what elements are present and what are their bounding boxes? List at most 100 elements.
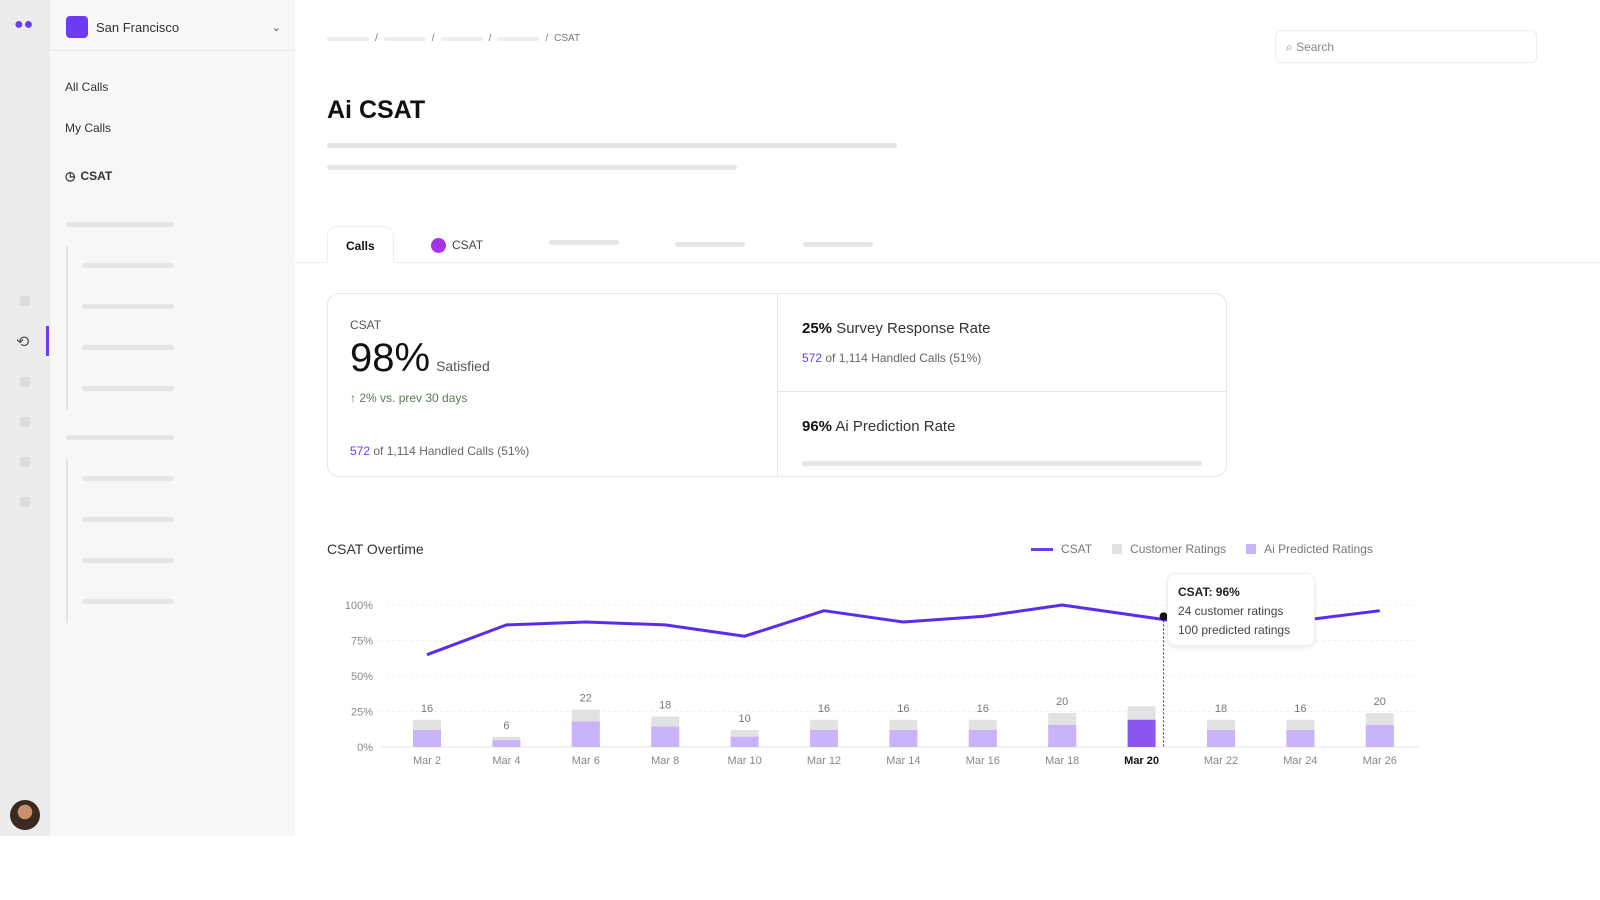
y-tick-label: 75% — [351, 636, 373, 648]
active-indicator — [46, 326, 49, 356]
breadcrumb-current[interactable]: CSAT — [554, 33, 581, 44]
x-tick-label: Mar 4 — [492, 755, 520, 767]
survey-pct: 25% — [802, 320, 833, 337]
placeholder — [82, 345, 174, 350]
tab-placeholder[interactable] — [549, 240, 619, 245]
placeholder — [66, 222, 174, 227]
placeholder — [82, 263, 174, 268]
placeholder — [82, 517, 174, 522]
app-rail: ●● ⟲ — [0, 0, 50, 836]
tooltip-title: CSAT: 96% — [1178, 585, 1240, 599]
placeholder — [327, 143, 897, 148]
chart-tooltip: CSAT: 96% 24 customer ratings 100 predic… — [1167, 573, 1315, 646]
tab-csat[interactable]: CSAT — [413, 226, 501, 263]
handled-count[interactable]: 572 — [350, 444, 371, 458]
legend-predicted[interactable]: Ai Predicted Ratings — [1246, 542, 1373, 556]
placeholder — [66, 435, 174, 440]
bar-label: 16 — [1294, 703, 1306, 715]
nav-icon[interactable] — [20, 497, 30, 507]
search-input[interactable]: ⌕ Search — [1275, 30, 1537, 63]
sidebar-item-label: CSAT — [80, 169, 113, 183]
x-tick-label: Mar 18 — [1045, 755, 1079, 767]
bar-predicted — [1048, 724, 1077, 747]
nav-icon[interactable] — [20, 457, 30, 467]
x-tick-label: Mar 16 — [966, 755, 1000, 767]
chart-title: CSAT Overtime — [327, 541, 424, 557]
legend-customer[interactable]: Customer Ratings — [1112, 542, 1226, 556]
page-title: Ai CSAT — [327, 96, 426, 124]
org-name: San Francisco — [96, 19, 180, 35]
bar-label: 16 — [818, 703, 830, 715]
placeholder — [327, 165, 737, 170]
clock-icon: ◷ — [65, 169, 76, 183]
tab-label: CSAT — [452, 238, 484, 252]
bar-label: 16 — [897, 703, 909, 715]
sidebar-item-csat[interactable]: ◷ CSAT — [65, 169, 112, 183]
y-tick-label: 25% — [351, 707, 373, 719]
nav-icon[interactable] — [20, 296, 30, 306]
bar-label: 18 — [659, 699, 671, 711]
x-tick-label: Mar 14 — [886, 755, 920, 767]
ai-pct: 96% — [802, 418, 833, 435]
x-tick-label: Mar 8 — [651, 755, 679, 767]
tab-placeholder[interactable] — [675, 242, 745, 247]
survey-count[interactable]: 572 — [802, 351, 823, 365]
y-tick-label: 0% — [357, 742, 373, 754]
history-icon[interactable]: ⟲ — [16, 334, 30, 351]
x-tick-label: Mar 2 — [413, 755, 441, 767]
chevron-down-icon: ⌄ — [271, 21, 281, 34]
tab-calls[interactable]: Calls — [327, 226, 394, 263]
org-selector[interactable]: San Francisco ⌄ — [66, 14, 281, 40]
bar-predicted — [571, 721, 600, 747]
tooltip-line: 24 customer ratings — [1178, 604, 1284, 618]
placeholder — [82, 476, 174, 481]
summary-card: CSAT 98% Satisfied ↑ 2% vs. prev 30 days … — [327, 293, 1227, 477]
bar-predicted — [730, 736, 759, 747]
x-tick-label: Mar 20 — [1124, 755, 1159, 767]
logo-icon[interactable]: ●● — [14, 16, 34, 33]
divider — [66, 459, 68, 623]
placeholder — [82, 304, 174, 309]
tooltip-line: 100 predicted ratings — [1178, 623, 1291, 637]
bar-predicted — [889, 730, 918, 747]
chart-legend: CSAT Customer Ratings Ai Predicted Ratin… — [1031, 542, 1373, 556]
org-icon — [66, 16, 88, 38]
csat-value: 98% — [350, 336, 431, 380]
handled-text: of 1,114 Handled Calls (51%) — [373, 444, 530, 458]
divider — [50, 50, 295, 51]
divider — [66, 246, 68, 410]
bar-label: 16 — [977, 703, 989, 715]
search-icon: ⌕ — [1286, 40, 1297, 54]
breadcrumb: / / / / CSAT — [327, 33, 580, 44]
bar-label: 22 — [580, 693, 592, 705]
legend-csat[interactable]: CSAT — [1031, 542, 1092, 556]
sidebar-item-my-calls[interactable]: My Calls — [65, 121, 112, 135]
bar-label: 10 — [738, 713, 750, 725]
nav-icon[interactable] — [20, 377, 30, 387]
tab-placeholder[interactable] — [803, 242, 873, 247]
bar-predicted — [810, 730, 838, 747]
nav-icon[interactable] — [20, 417, 30, 427]
x-tick-label: Mar 12 — [807, 755, 841, 767]
sidebar-item-all-calls[interactable]: All Calls — [65, 80, 109, 94]
bar-predicted — [492, 740, 521, 747]
sidebar: San Francisco ⌄ All Calls My Calls ◷ CSAT — [50, 0, 295, 836]
ai-label: Ai Prediction Rate — [835, 418, 956, 435]
search-placeholder: Search — [1296, 40, 1335, 54]
csat-suffix: Satisfied — [436, 358, 490, 374]
bar-predicted — [1286, 730, 1315, 747]
ai-prediction-bar — [802, 461, 1202, 466]
x-tick-label: Mar 10 — [727, 755, 761, 767]
bar-predicted — [1207, 730, 1235, 747]
tab-bar: Calls CSAT — [295, 226, 1600, 263]
bar-label: 16 — [421, 703, 433, 715]
placeholder — [82, 558, 174, 563]
csat-label: CSAT — [350, 318, 382, 332]
main-content: / / / / CSAT ⌕ Search Ai CSAT Calls CSAT CSA… — [295, 0, 1600, 836]
arrow-up-icon: ↑ — [350, 391, 360, 405]
avatar[interactable] — [10, 800, 40, 830]
survey-text: of 1,114 Handled Calls (51%) — [825, 351, 982, 365]
x-tick-label: Mar 22 — [1204, 755, 1238, 767]
bar-label: 6 — [503, 720, 509, 732]
